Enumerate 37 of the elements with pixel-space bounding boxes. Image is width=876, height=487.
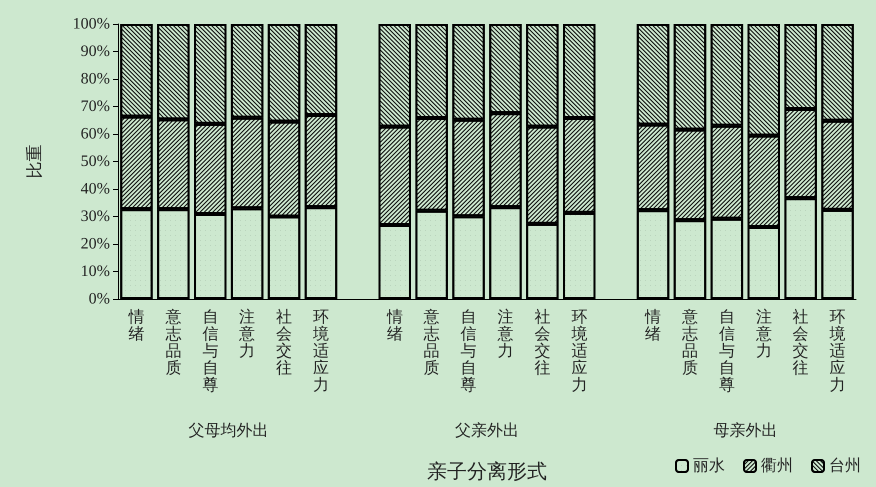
x-tick-label: 社会交往 [534, 308, 550, 377]
x-tick-label: 环境适应力 [312, 309, 329, 394]
x-tick-label: 自信与自尊 [202, 308, 218, 394]
x-tick-label: 自信与自尊 [718, 308, 735, 394]
x-tick-label: 环境适应力 [570, 309, 588, 394]
x-tick-label: 自信与自尊 [460, 308, 477, 394]
x-tick-label: 环境适应力 [828, 309, 846, 394]
x-axis-title: 亲子分离形式 [427, 461, 547, 483]
x-tick-label: 情绪 [644, 308, 662, 343]
y-tick-label: 100% [72, 16, 110, 32]
x-tick-label: 意志品质 [680, 308, 698, 377]
legend-label: 丽水 [693, 456, 725, 474]
x-tick-label: 注意力 [238, 308, 256, 360]
y-tick-label: 20% [80, 236, 110, 252]
y-tick-label: 10% [80, 263, 110, 280]
legend-label: 台州 [829, 456, 861, 474]
y-tick-label: 70% [80, 98, 110, 115]
x-tick-label: 意志品质 [422, 308, 440, 377]
y-tick-label: 0% [88, 290, 110, 308]
y-tick-label: 40% [80, 180, 110, 198]
y-tick-label: 90% [80, 43, 110, 60]
x-tick-label: 意志品质 [164, 308, 182, 377]
x-tick-label: 情绪 [127, 308, 144, 343]
x-tick-label: 情绪 [386, 308, 403, 343]
text: 父亲外出 [455, 422, 519, 440]
x-tick-label: 注意力 [496, 308, 514, 360]
y-tick-label: 80% [80, 70, 110, 88]
x-tick-label: 社会交往 [792, 308, 809, 377]
y-tick-label: 50% [80, 153, 110, 170]
x-tick-label: 注意力 [754, 308, 772, 360]
text: 父母均外出 [188, 422, 269, 440]
y-axis-title: 比重 [25, 144, 44, 178]
x-tick-label: 社会交往 [276, 308, 292, 377]
legend-label: 衢州 [761, 456, 793, 474]
text: 母亲外出 [713, 422, 778, 440]
y-tick-label: 60% [80, 126, 110, 142]
y-tick-label: 30% [80, 208, 110, 225]
